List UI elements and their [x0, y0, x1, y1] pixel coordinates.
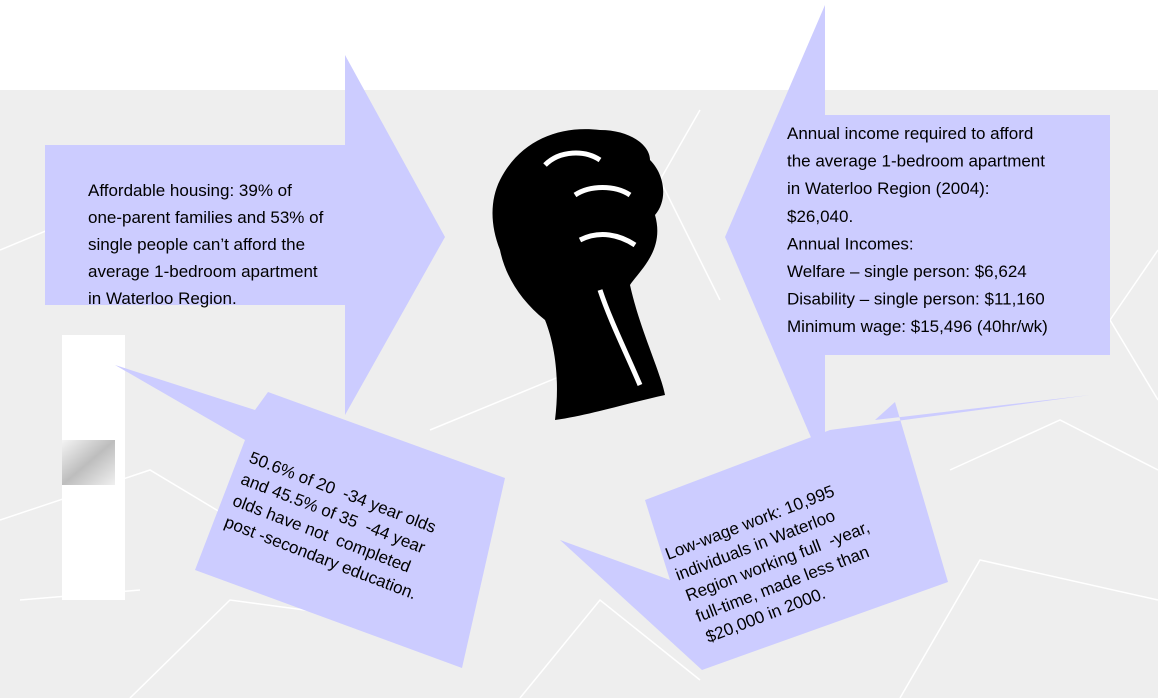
callout-line: Annual income required to afford — [787, 124, 1033, 143]
callout-line: in Waterloo Region (2004): — [787, 179, 990, 198]
education-callout — [115, 365, 505, 668]
work-callout — [560, 395, 1090, 670]
gradient-square — [62, 440, 115, 485]
callout-line: the average 1-bedroom apartment — [787, 152, 1045, 171]
right-callout-text: Annual income required to afford the aver… — [787, 124, 1048, 336]
callout-line: in Waterloo Region. — [88, 289, 237, 308]
callout-line: $26,040. — [787, 207, 853, 226]
callout-line: Affordable housing: 39% of — [88, 181, 292, 200]
callout-line: single people can’t afford the — [88, 235, 305, 254]
right-arrow-callout — [725, 5, 1110, 470]
fist-icon — [492, 129, 665, 421]
left-callout-text: Affordable housing: 39% of one-parent fam… — [88, 181, 324, 308]
callout-line: Minimum wage: $15,496 (40hr/wk) — [787, 317, 1048, 336]
callout-line: Disability – single person: $11,160 — [787, 290, 1045, 309]
callout-line: one-parent families and 53% of — [88, 208, 324, 227]
callout-line: Welfare – single person: $6,624 — [787, 262, 1027, 281]
callout-line: average 1-bedroom apartment — [88, 262, 318, 281]
callout-line: Annual Incomes: — [787, 234, 914, 253]
left-arrow-callout — [45, 55, 445, 415]
